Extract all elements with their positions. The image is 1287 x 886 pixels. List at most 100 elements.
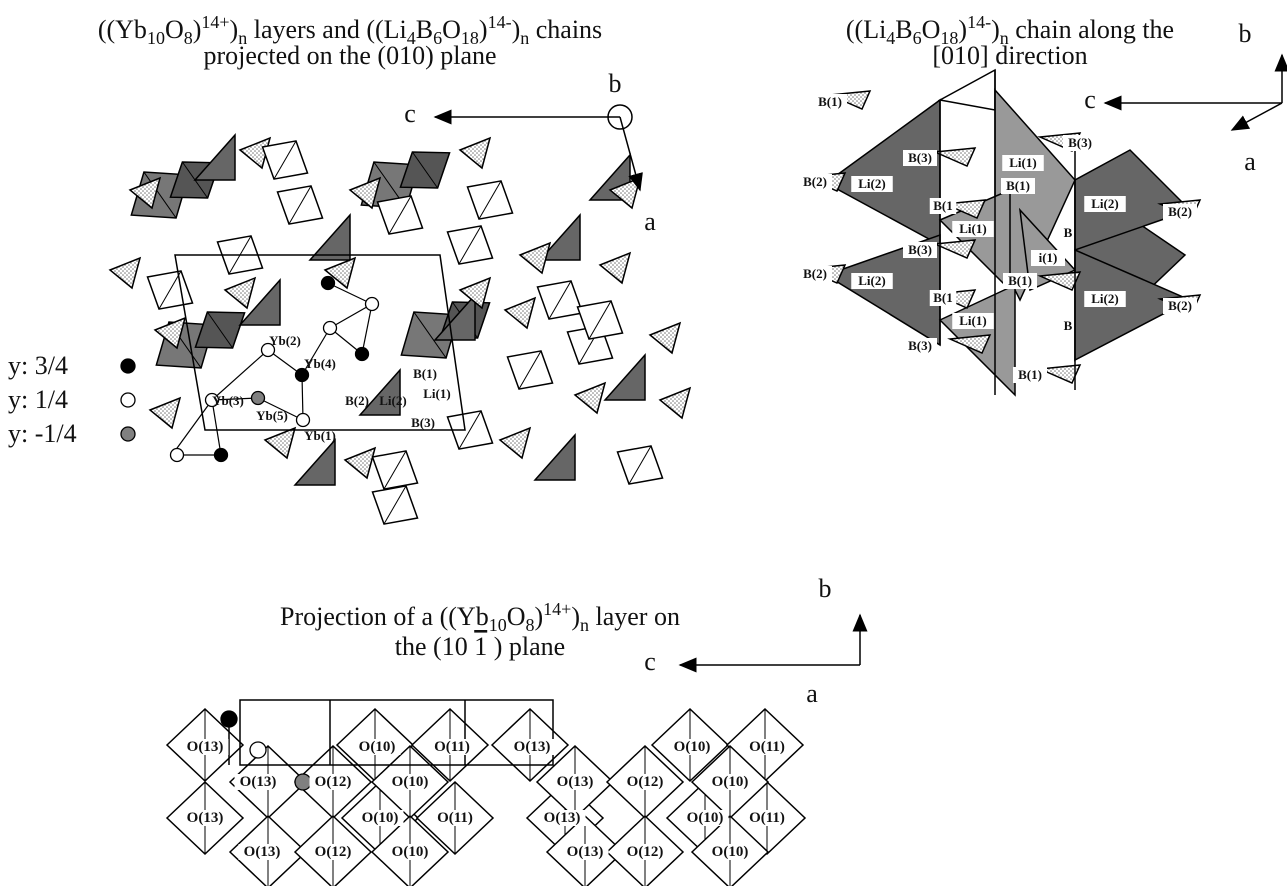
title-text: B <box>895 15 912 44</box>
triangle <box>605 355 645 400</box>
atom-label: Li(1) <box>959 221 986 236</box>
atom-label: O(10) <box>392 774 429 790</box>
structure-drawing <box>110 55 1282 886</box>
atom-label: B(1) <box>1018 367 1042 382</box>
axis-label: b <box>609 69 622 98</box>
legend-marker <box>121 393 135 407</box>
triangle <box>225 278 255 308</box>
atom-label: O(13) <box>187 810 224 826</box>
atom <box>221 711 237 727</box>
triangle <box>295 440 335 485</box>
triangle <box>500 428 530 458</box>
triangle <box>935 240 975 258</box>
triangle <box>265 428 295 458</box>
atom-label: Li(2) <box>858 176 885 191</box>
title-text: chain along the <box>1009 15 1174 44</box>
title-text: ) <box>534 602 543 631</box>
title-text: Projection of a ((Yb <box>280 602 489 631</box>
title-text: ) <box>193 15 202 44</box>
atom-label: O(10) <box>359 739 396 755</box>
title-text: ) <box>230 15 239 44</box>
atom <box>171 449 184 462</box>
title-text: ) <box>958 15 967 44</box>
atom-label: O(10) <box>712 844 749 860</box>
atom-label: O(13) <box>240 774 277 790</box>
atom <box>366 298 379 311</box>
atom-label: B(3) <box>908 242 932 257</box>
triangle <box>650 323 680 353</box>
title-text: O <box>507 602 526 631</box>
title-text: 4 <box>886 28 895 48</box>
atom-label: B(1) <box>1008 273 1032 288</box>
title-text: B <box>416 15 433 44</box>
triangle <box>535 435 575 480</box>
atom-label: O(11) <box>434 739 470 755</box>
title-text: 14- <box>967 12 991 32</box>
triangle <box>575 383 605 413</box>
triangle <box>505 298 535 328</box>
atom-label: Yb(4) <box>304 356 336 371</box>
atom-label: O(13) <box>557 774 594 790</box>
title-text: [010] direction <box>932 41 1087 70</box>
triangle <box>310 215 350 260</box>
axis-label: b <box>1239 19 1252 48</box>
title-text: projected on the (010) plane <box>203 41 496 70</box>
atom-label: O(13) <box>187 739 224 755</box>
atom-label: B(2) <box>803 174 827 189</box>
bond <box>362 304 372 354</box>
title-line: [010] direction <box>932 41 1087 70</box>
bond <box>212 400 221 455</box>
atom <box>252 392 265 405</box>
atom-label: B(3) <box>411 415 435 430</box>
axis-label: c <box>644 647 656 676</box>
atom <box>295 774 311 790</box>
atom-label: O(10) <box>712 774 749 790</box>
figure: cbacbacba((Yb10O8)14+)n layers and ((Li4… <box>0 0 1287 886</box>
triangle <box>660 388 690 418</box>
title-text: ) plane <box>487 632 565 661</box>
atom-label: B(3) <box>1068 135 1092 150</box>
atom-label: Li(2) <box>858 273 885 288</box>
title-text: n <box>580 615 589 635</box>
atom-label: O(10) <box>674 739 711 755</box>
triangle <box>345 448 375 478</box>
atom-label: B(3) <box>908 150 932 165</box>
atom-label: B(2) <box>803 266 827 281</box>
legend-marker <box>121 427 135 441</box>
atom-label: Yb(5) <box>256 408 288 423</box>
title-text: O <box>922 15 941 44</box>
axis-label: c <box>1084 85 1096 114</box>
atom-label: B(1 <box>933 290 953 305</box>
triangle <box>110 258 140 288</box>
atom-label: B <box>1064 225 1073 240</box>
title-text: ) <box>512 15 521 44</box>
title-text: 8 <box>184 28 193 48</box>
atom-label: O(11) <box>437 810 473 826</box>
triangle <box>935 148 975 166</box>
atom <box>215 449 228 462</box>
atom-label: O(13) <box>567 844 604 860</box>
axis-arrow <box>1232 103 1282 130</box>
bond <box>330 304 372 328</box>
atom-label: O(13) <box>244 844 281 860</box>
axis-label: b <box>819 574 832 603</box>
title-text: ((Yb <box>98 15 147 44</box>
legend-label: y: 3/4 <box>8 351 68 380</box>
atom-label: Li(2) <box>379 393 406 408</box>
atom <box>356 348 369 361</box>
title-text: ) <box>479 15 488 44</box>
title-line: projected on the (010) plane <box>203 41 496 70</box>
atom-label: B(1) <box>818 94 842 109</box>
atom-label: B(1 <box>933 198 953 213</box>
title-text: layer on <box>589 602 680 631</box>
atom-label: B(2) <box>1168 204 1192 219</box>
title-text: O <box>442 15 461 44</box>
title-text: 1 <box>474 632 487 661</box>
triangle <box>600 253 630 283</box>
atom-label: O(12) <box>627 774 664 790</box>
atom-label: i(1) <box>1039 250 1058 265</box>
title-text: n <box>520 28 529 48</box>
atom-label: Li(2) <box>1091 196 1118 211</box>
title-text: chains <box>529 15 602 44</box>
triangle <box>195 135 235 180</box>
